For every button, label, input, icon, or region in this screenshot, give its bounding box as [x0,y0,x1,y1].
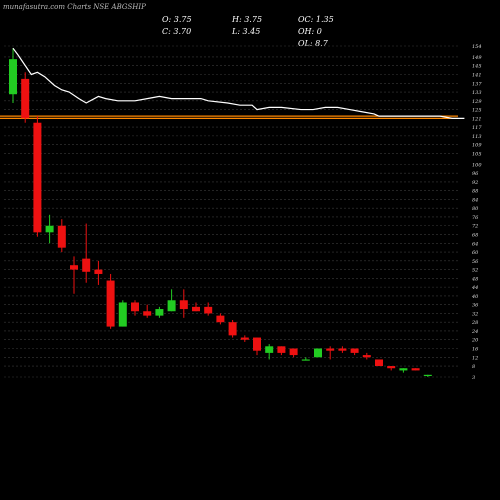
y-tick-label: 76 [472,215,479,221]
open-close-stat: OC: 1.35 [298,15,334,24]
y-tick-label: 64 [472,241,478,247]
candle-body [21,78,30,119]
candle-body [423,374,432,377]
candle-body [399,368,408,371]
y-tick-label: 60 [472,250,479,256]
y-tick-label: 28 [471,320,478,326]
candle-body [387,366,396,369]
close-value: C: 3.70 [162,27,192,36]
candle-body [375,359,383,367]
candle-body [362,355,371,358]
y-tick-label: 48 [471,276,478,282]
y-tick-label: 80 [472,206,479,212]
y-tick-label: 121 [472,116,482,122]
candle-body [57,225,66,248]
open-low-stat: OL: 8.7 [298,39,328,48]
candle-body [118,302,127,327]
y-tick-label: 133 [472,90,482,96]
candle-body [301,359,310,361]
y-tick-label: 105 [472,151,482,157]
candle-body [350,348,359,353]
y-tick-label: 8 [472,364,475,370]
candle-body [326,348,335,351]
y-tick-label: 84 [472,197,478,203]
candle-body [33,122,42,233]
y-tick-label: 16 [472,347,479,353]
candle-body [289,348,298,356]
y-tick-label: 20 [471,338,479,344]
overlay-line [12,47,465,119]
y-tick-label: 141 [472,72,482,78]
y-tick-label: 24 [471,329,478,335]
y-tick-label: 92 [472,180,478,186]
y-tick-label: 149 [472,55,482,61]
y-tick-label: 117 [472,125,482,131]
candle-body [253,337,261,351]
candle-body [82,258,91,272]
candle-body [45,225,54,233]
y-tick-label: 40 [471,294,479,300]
y-tick-label: 12 [472,355,478,361]
y-tick-label: 36 [472,303,479,309]
y-tick-label: 56 [472,259,479,265]
y-tick-label: 72 [472,224,478,230]
candle-body [338,348,347,351]
candle-body [204,306,213,314]
candle-body [167,300,176,312]
y-tick-label: 68 [472,233,478,239]
watermark-text: munafasutra.com Charts NSE ABGSHIP [3,3,146,11]
candle-body [70,265,78,270]
candle-body [179,300,188,310]
y-tick-label: 96 [472,171,479,177]
y-tick-label: 113 [472,134,482,140]
candle-body [192,306,200,312]
candle-body [9,59,17,95]
y-tick-label: 125 [472,108,482,114]
candle-body [314,348,322,358]
y-tick-label: 154 [472,44,482,50]
y-tick-label: 52 [472,268,478,274]
open-high-stat: OH: 0 [298,27,322,36]
y-tick-label: 44 [471,285,478,291]
y-tick-label: 100 [472,162,482,168]
y-tick-label: 32 [472,311,478,317]
candle-body [216,315,225,323]
y-tick-label: 88 [472,189,478,195]
candle-body [265,346,274,353]
candle-body [240,337,249,340]
open-value: O: 3.75 [162,15,192,24]
y-tick-label: 109 [472,143,482,149]
candle-body [277,346,286,353]
high-value: H: 3.75 [232,15,263,24]
y-tick-label: 137 [472,81,482,87]
candle-body [131,302,139,312]
y-tick-label: 3 [472,375,475,381]
candle-body [411,368,420,371]
candle-body [155,309,164,316]
y-tick-label: 129 [472,99,482,105]
candle-body [106,280,115,327]
candle-body [228,322,237,336]
candle-body [94,269,103,274]
y-tick-label: 145 [472,64,482,70]
low-value: L: 3.45 [232,27,261,36]
candle-body [143,311,152,316]
